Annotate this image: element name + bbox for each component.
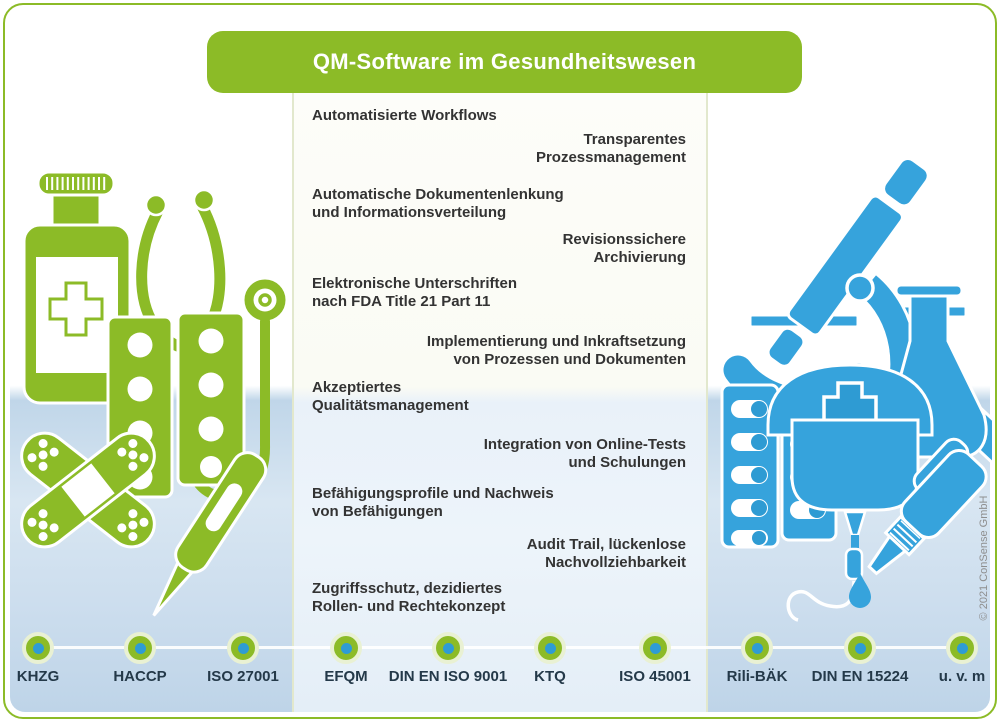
thermometer-icon	[152, 451, 268, 617]
timeline-label: u. v. m	[938, 668, 986, 685]
timeline-dot	[432, 632, 464, 664]
timeline-dot-core	[32, 642, 44, 654]
timeline-label: ISO 27001	[207, 668, 279, 685]
timeline-label: KTQ	[534, 668, 566, 685]
feature-list: Automatisierte Workflows Transparentes P…	[292, 0, 708, 721]
timeline-dot	[22, 632, 54, 664]
page-title: QM-Software im Gesundheitswesen	[312, 49, 697, 74]
timeline-dot	[124, 632, 156, 664]
copyright-text: © 2021 ConSense GmbH	[978, 495, 990, 621]
timeline-label: HACCP	[113, 668, 167, 685]
iv-bag-icon	[766, 363, 934, 622]
feature-item: Automatische Dokumentenlenkung und Infor…	[312, 186, 564, 221]
timeline-dot-core	[956, 642, 968, 654]
timeline-label: KHZG	[16, 668, 60, 685]
timeline-dot-core	[340, 642, 352, 654]
timeline-label: ISO 45001	[619, 668, 691, 685]
timeline-dot	[534, 632, 566, 664]
timeline-dot	[330, 632, 362, 664]
timeline-dot	[639, 632, 671, 664]
feature-item: Integration von Online-Tests und Schulun…	[483, 436, 686, 471]
timeline-label: DIN EN 15224	[811, 668, 909, 685]
plasters-icon	[20, 431, 156, 549]
medical-icons-left	[20, 170, 286, 617]
blister-pack-icon	[106, 311, 246, 499]
title-banner: QM-Software im Gesundheitswesen	[207, 31, 802, 93]
timeline-connector-line	[38, 646, 962, 649]
lab-icons-right	[720, 157, 992, 622]
timeline-dot	[227, 632, 259, 664]
timeline-dot-core	[751, 642, 763, 654]
feature-item: Zugriffsschutz, dezidiertes Rollen- und …	[312, 580, 506, 615]
timeline-label: DIN EN ISO 9001	[388, 668, 508, 685]
feature-item: Implementierung und Inkraftsetzung von P…	[426, 333, 686, 368]
feature-item: Transparentes Prozessmanagement	[535, 131, 686, 166]
feature-item: Elektronische Unterschriften nach FDA Ti…	[312, 275, 518, 310]
dropper-icon	[849, 437, 988, 608]
timeline-dot-core	[442, 642, 454, 654]
feature-item: Befähigungsprofile und Nachweis von Befä…	[312, 485, 554, 520]
timeline-dot	[844, 632, 876, 664]
feature-item: Automatisierte Workflows	[312, 107, 497, 124]
feature-item: Audit Trail, lückenlose Nachvollziehbark…	[526, 536, 686, 571]
timeline-dot-core	[237, 642, 249, 654]
feature-column-background	[292, 93, 708, 712]
timeline-dot	[946, 632, 978, 664]
timeline-label: Rili-BÄK	[726, 668, 788, 685]
timeline-dot-core	[854, 642, 866, 654]
feature-item: Akzeptiertes Qualitätsmanagement	[312, 379, 469, 414]
pill-bottle-icon	[22, 170, 132, 405]
feature-item: Revisionssichere Archivierung	[562, 231, 686, 266]
timeline-dot-core	[649, 642, 661, 654]
timeline-dot-core	[134, 642, 146, 654]
drop-icon	[849, 573, 871, 608]
timeline-dot-core	[544, 642, 556, 654]
timeline-label: EFQM	[324, 668, 368, 685]
timeline-dot	[741, 632, 773, 664]
